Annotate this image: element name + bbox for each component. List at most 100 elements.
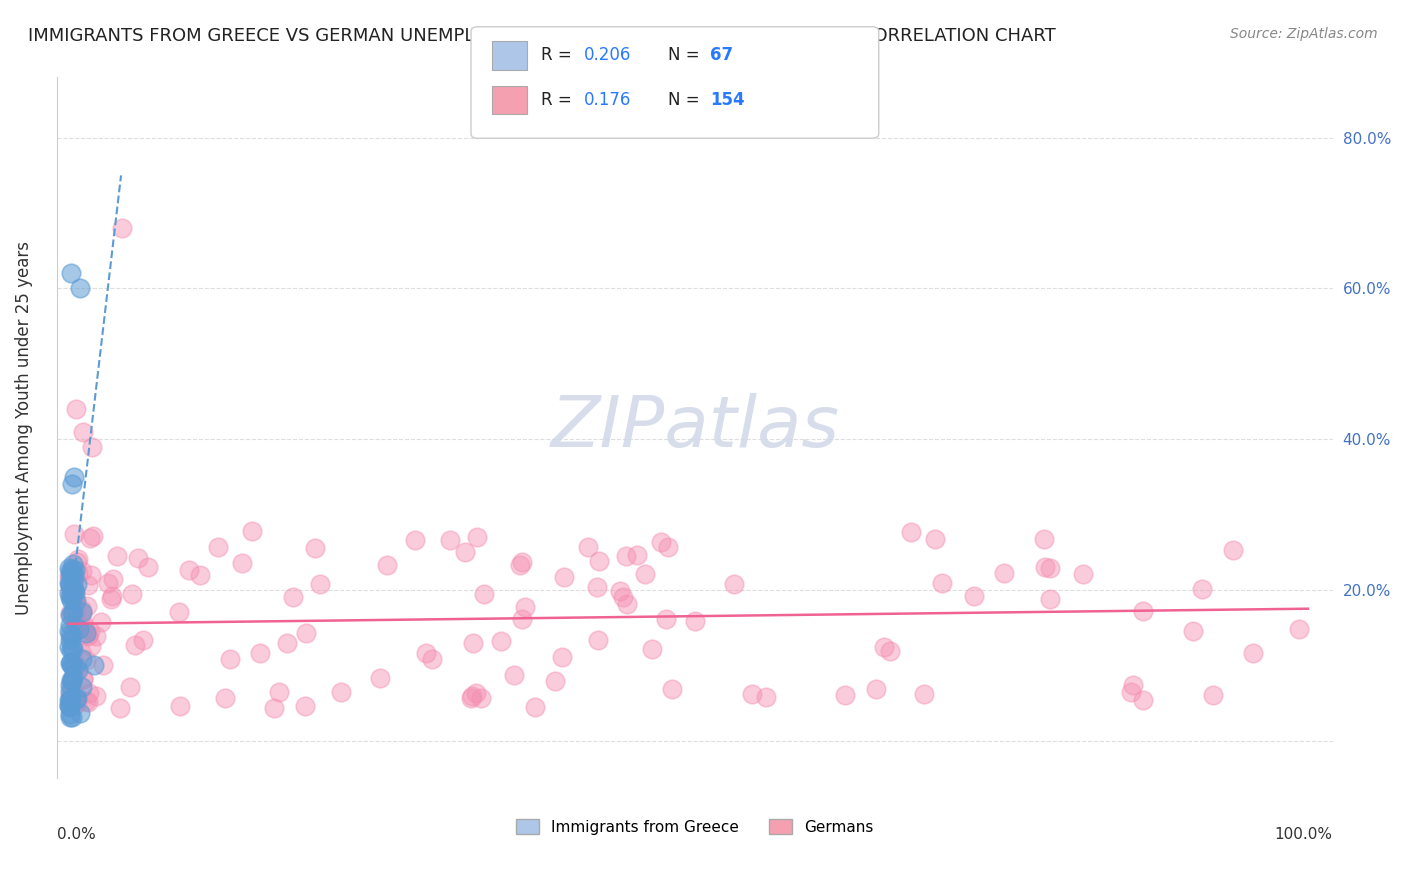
Point (924, 532, 946, 546)
Point (66, 663, 89, 677)
Point (59, 567, 82, 582)
Point (60, 696, 83, 710)
Point (63, 617, 86, 632)
Text: Source: ZipAtlas.com: Source: ZipAtlas.com (1230, 27, 1378, 41)
Legend: Immigrants from Greece, Germans: Immigrants from Greece, Germans (509, 813, 880, 840)
Point (834, 688, 856, 702)
Text: 0.0%: 0.0% (56, 827, 96, 842)
Point (63, 563, 86, 577)
Point (76, 626, 98, 640)
Point (79, 531, 101, 545)
Point (207, 540, 229, 554)
Point (60, 477, 83, 491)
Point (513, 599, 536, 614)
Point (124, 638, 146, 652)
Point (63, 609, 86, 624)
Point (963, 589, 986, 603)
Point (63, 624, 86, 639)
Point (1122, 677, 1144, 691)
Point (169, 698, 191, 713)
Point (1119, 685, 1142, 699)
Point (58, 698, 80, 713)
Point (59, 266, 82, 280)
Point (60, 629, 83, 643)
Text: R =: R = (541, 46, 578, 64)
Point (723, 576, 745, 591)
Point (76, 599, 98, 614)
Point (65, 665, 87, 679)
Point (1191, 582, 1213, 596)
Point (218, 652, 240, 666)
Point (62, 641, 84, 656)
Point (1132, 693, 1154, 707)
Point (79, 624, 101, 638)
Point (370, 671, 392, 685)
Point (240, 524, 263, 539)
Point (127, 550, 149, 565)
Point (586, 580, 609, 594)
Point (82, 529, 104, 543)
Point (626, 548, 648, 562)
Point (661, 681, 683, 696)
Point (1132, 604, 1154, 618)
Point (309, 577, 332, 591)
Point (76, 577, 98, 591)
Point (439, 533, 461, 548)
Point (650, 535, 672, 549)
Point (283, 591, 305, 605)
Point (59, 606, 82, 620)
Point (304, 541, 326, 556)
Point (685, 614, 707, 628)
Point (59, 706, 82, 721)
Point (67, 566, 90, 581)
Point (263, 701, 285, 715)
Point (63, 698, 86, 713)
Point (66, 552, 89, 566)
Point (60, 682, 83, 697)
Point (63, 658, 86, 673)
Point (60, 562, 83, 576)
Point (62, 640, 84, 654)
Point (63, 655, 86, 669)
Point (58, 693, 80, 707)
Point (900, 524, 922, 539)
Point (62, 670, 84, 684)
Point (101, 589, 124, 603)
Point (177, 563, 200, 577)
Point (912, 687, 935, 701)
Point (509, 558, 531, 572)
Y-axis label: Unemployment Among Youth under 25 years: Unemployment Among Youth under 25 years (15, 241, 32, 615)
Point (375, 558, 398, 573)
Point (60, 673, 83, 687)
Point (84, 690, 107, 704)
Text: 0.206: 0.206 (583, 46, 631, 64)
Point (66, 691, 89, 706)
Point (460, 690, 482, 705)
Point (59, 710, 82, 724)
Point (59, 688, 82, 702)
Point (103, 572, 125, 586)
Point (62, 557, 84, 571)
Point (59, 692, 82, 706)
Point (58, 624, 80, 639)
Point (70, 680, 93, 694)
Point (59, 684, 82, 698)
Point (58, 585, 80, 599)
Point (59, 700, 82, 714)
Point (931, 575, 953, 590)
Point (60, 583, 83, 598)
Point (465, 530, 488, 544)
Point (1222, 542, 1244, 557)
Point (59, 675, 82, 690)
Point (73, 617, 96, 632)
Point (502, 668, 524, 682)
Point (231, 556, 253, 570)
Point (80, 639, 103, 653)
Point (276, 635, 298, 649)
Point (90, 615, 112, 629)
Point (65, 591, 87, 605)
Point (544, 673, 567, 688)
Point (59, 584, 82, 599)
Point (62, 574, 84, 589)
Point (59, 632, 82, 646)
